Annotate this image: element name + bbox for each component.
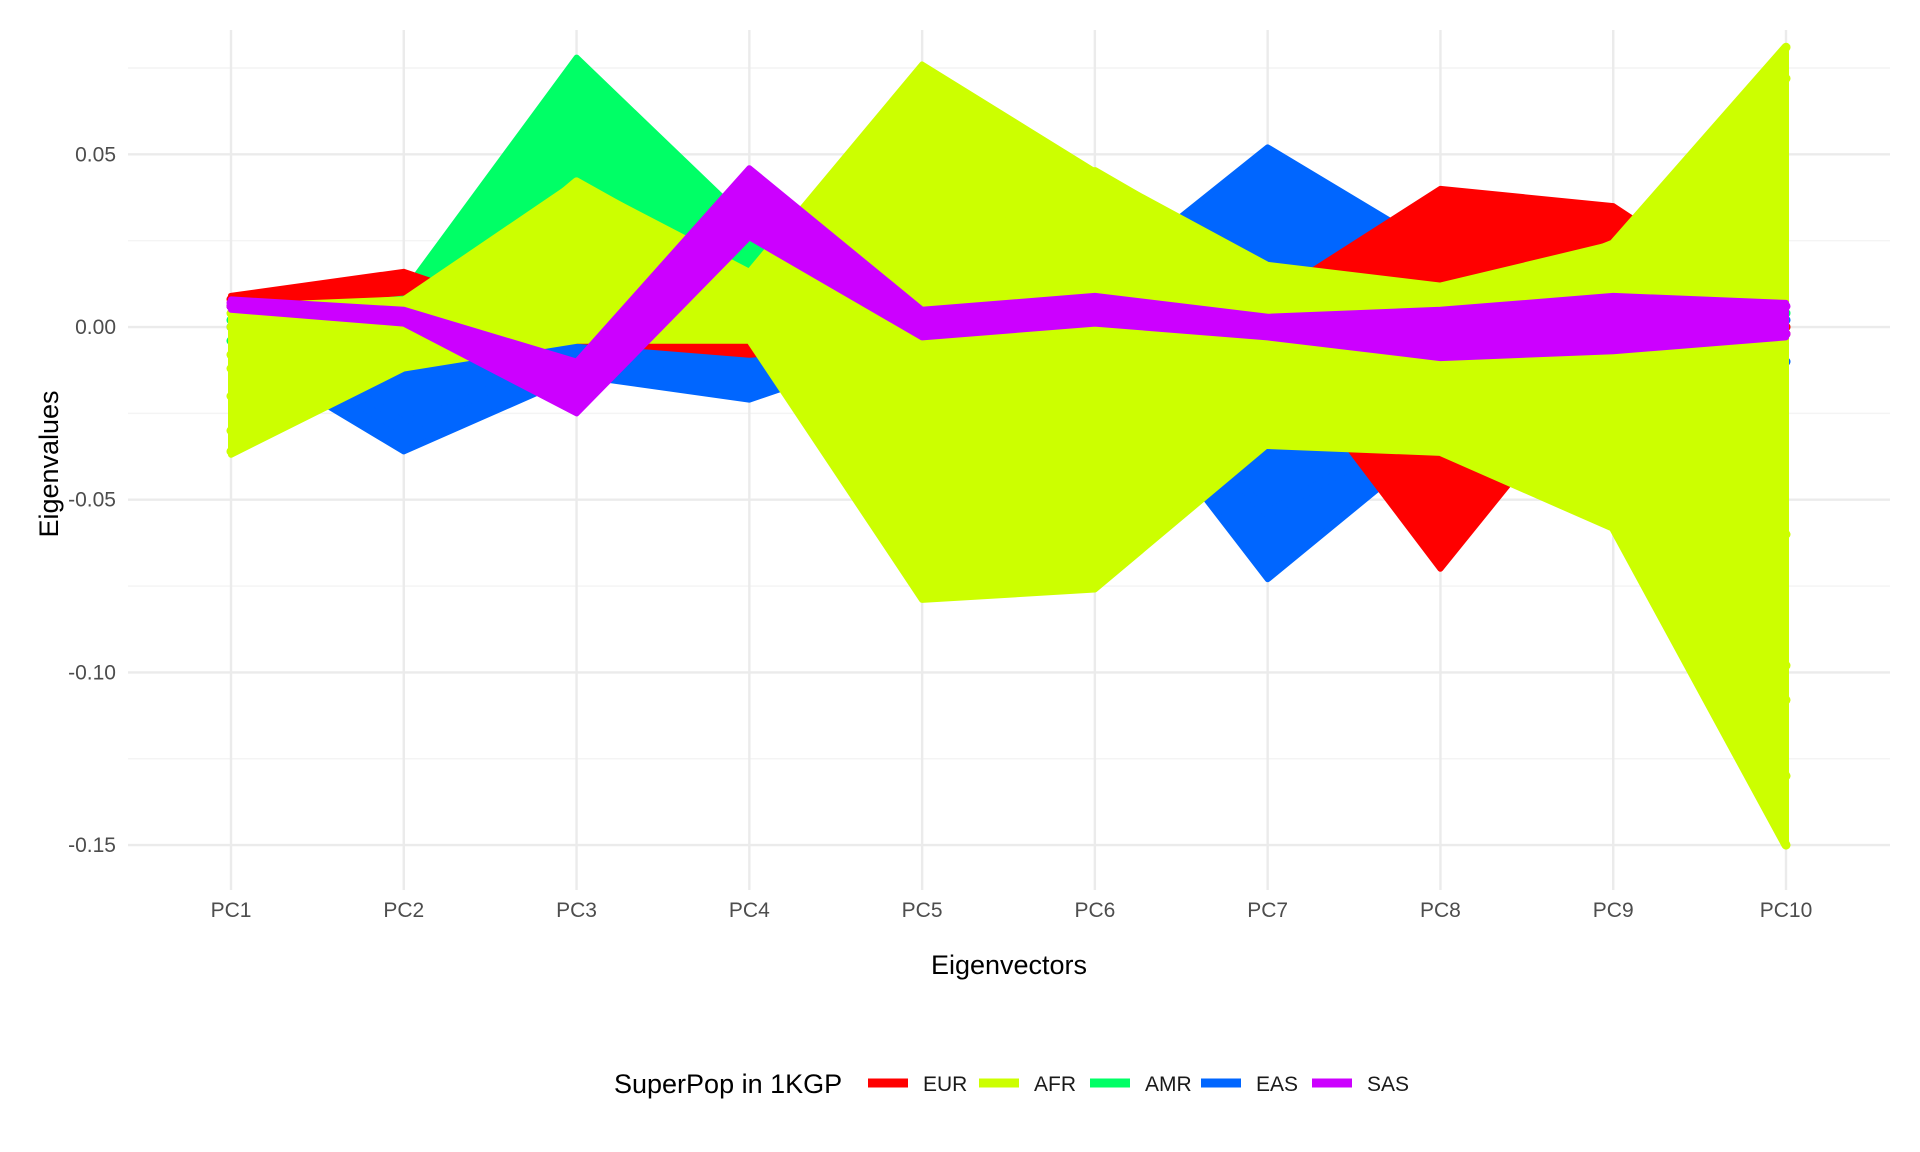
y-axis-title: Eigenvalues — [34, 390, 64, 537]
legend-label-afr: AFR — [1034, 1073, 1076, 1096]
legend-label-eur: EUR — [923, 1073, 967, 1096]
legend-label-amr: AMR — [1145, 1073, 1192, 1096]
x-tick-label: PC3 — [556, 899, 597, 922]
x-tick-label: PC5 — [902, 899, 943, 922]
series-layer — [226, 42, 1791, 850]
x-tick-label: PC10 — [1760, 899, 1813, 922]
x-tick-label: PC4 — [729, 899, 770, 922]
x-tick-label: PC7 — [1247, 899, 1288, 922]
x-tick-label: PC2 — [383, 899, 424, 922]
x-tick-label: PC9 — [1593, 899, 1634, 922]
legend-label-sas: SAS — [1367, 1073, 1409, 1096]
x-tick-label: PC6 — [1074, 899, 1115, 922]
series-line-afr — [226, 163, 1791, 850]
legend-label-eas: EAS — [1256, 1073, 1298, 1096]
series-line-afr — [226, 281, 1791, 781]
series-line-afr — [226, 198, 1791, 670]
series-line-sas — [226, 225, 1791, 373]
legend: SuperPop in 1KGP EUR AFR AMR EAS SAS — [614, 1069, 1409, 1099]
series-afr — [226, 42, 1791, 850]
series-sas — [226, 165, 1791, 417]
legend-title: SuperPop in 1KGP — [614, 1069, 842, 1099]
y-tick-label: 0.00 — [75, 316, 116, 339]
x-tick-label: PC1 — [211, 899, 252, 922]
y-tick-label: -0.10 — [68, 661, 116, 684]
x-tick-label: PC8 — [1420, 899, 1461, 922]
y-tick-labels: 0.05 0.00 -0.05 -0.10 -0.15 — [68, 143, 116, 857]
series-band-afr — [228, 44, 1789, 849]
y-tick-label: -0.05 — [68, 489, 116, 512]
y-tick-label: 0.05 — [75, 143, 116, 166]
x-axis-title: Eigenvectors — [931, 950, 1087, 980]
y-tick-label: -0.15 — [68, 834, 116, 857]
x-tick-labels: PC1 PC2 PC3 PC4 PC5 PC6 PC7 PC8 PC9 PC10 — [211, 899, 1813, 922]
series-line-afr — [226, 239, 1791, 539]
series-line-sas — [226, 167, 1791, 415]
